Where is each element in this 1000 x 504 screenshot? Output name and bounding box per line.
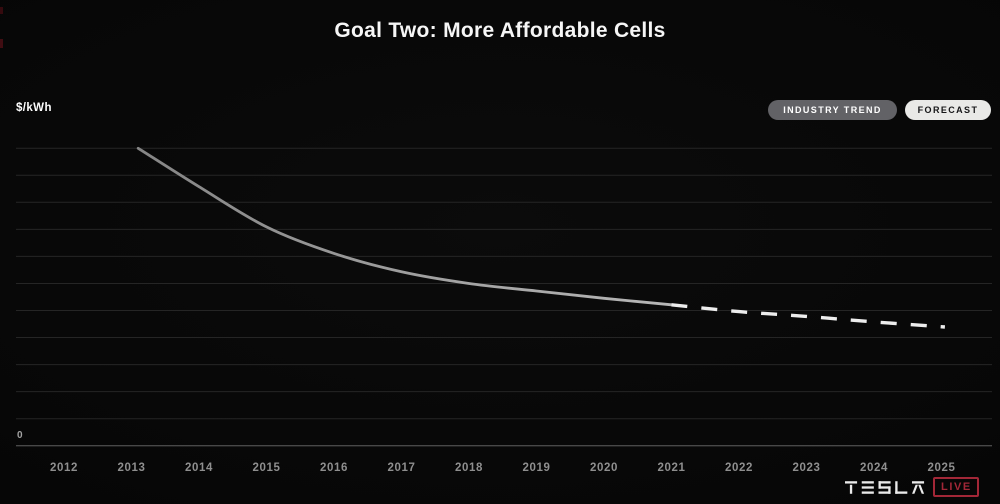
y-axis-unit-label: $/kWh [16,102,52,114]
x-tick-label: 2025 [928,462,956,474]
x-tick-label: 2019 [523,462,551,474]
live-badge: LIVE [933,477,979,497]
tesla-live-watermark: LIVE [845,477,979,497]
legend-industry-trend-badge: INDUSTRY TREND [768,100,897,120]
x-tick-label: 2014 [185,462,213,474]
x-tick-label: 2023 [793,462,821,474]
page-title: Goal Two: More Affordable Cells [334,19,666,42]
y-axis-zero-label: 0 [17,430,23,441]
x-tick-label: 2022 [725,462,753,474]
legend-forecast-badge: FORECAST [905,100,991,120]
x-tick-label: 2013 [118,462,146,474]
x-tick-label: 2020 [590,462,618,474]
x-tick-label: 2021 [658,462,686,474]
x-tick-label: 2016 [320,462,348,474]
x-tick-label: 2015 [253,462,281,474]
x-tick-label: 2018 [455,462,483,474]
left-edge-artifact [0,7,3,14]
x-tick-label: 2024 [860,462,888,474]
x-tick-label: 2012 [50,462,78,474]
industry-trend-line [136,146,673,307]
x-tick-label: 2017 [388,462,416,474]
left-edge-artifact [0,39,3,48]
forecast-dashed-line [671,303,946,329]
tesla-logo-icon [845,480,925,494]
